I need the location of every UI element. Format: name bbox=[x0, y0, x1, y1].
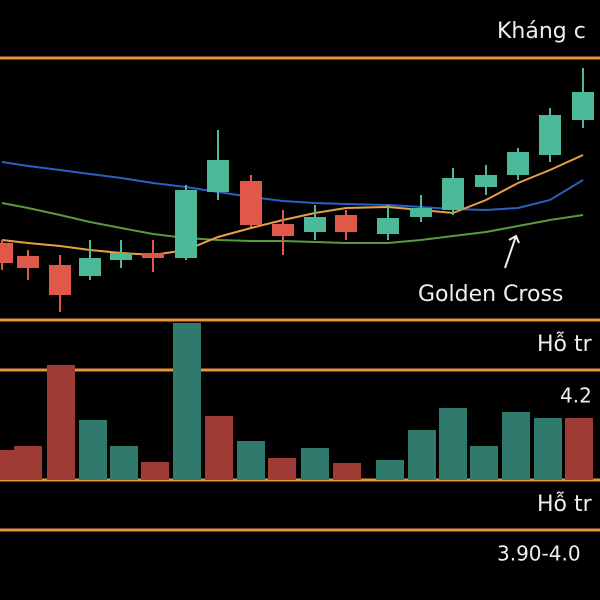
volume-bar bbox=[79, 420, 107, 480]
annotation: Hỗ tr bbox=[537, 491, 593, 517]
candle-body bbox=[207, 160, 229, 192]
candle-body bbox=[240, 181, 262, 225]
volume-bar bbox=[47, 365, 75, 480]
volume-bar bbox=[14, 446, 42, 480]
arrow bbox=[504, 234, 520, 269]
candle-body bbox=[272, 224, 294, 236]
volume-bar bbox=[237, 441, 265, 480]
volume-bar bbox=[301, 448, 329, 480]
candle-body bbox=[0, 243, 13, 263]
annotation: Kháng c bbox=[497, 19, 586, 44]
candle-body bbox=[507, 152, 529, 175]
volume-bar bbox=[141, 462, 169, 480]
candle-body bbox=[142, 253, 164, 258]
volume-bar bbox=[502, 412, 530, 480]
candle-body bbox=[442, 178, 464, 210]
candle-body bbox=[79, 258, 101, 276]
annotation: Golden Cross bbox=[418, 282, 563, 307]
moving-average bbox=[1, 161, 584, 212]
volume-bar bbox=[565, 418, 593, 480]
candle-body bbox=[410, 208, 432, 217]
volume-bar bbox=[534, 418, 562, 480]
volume-bar bbox=[110, 446, 138, 480]
volume-bar bbox=[333, 463, 361, 480]
annotation: Hỗ tr bbox=[537, 331, 593, 357]
volume-bar bbox=[408, 430, 436, 480]
volume-bar bbox=[268, 458, 296, 480]
candle-body bbox=[110, 253, 132, 260]
candle-body bbox=[49, 265, 71, 295]
candle-body bbox=[335, 215, 357, 232]
candle-body bbox=[17, 256, 39, 268]
candle-body bbox=[539, 115, 561, 155]
candle-body bbox=[175, 190, 197, 258]
candle-body bbox=[377, 218, 399, 234]
annotation: 4.2 bbox=[560, 384, 592, 408]
candle-body bbox=[475, 175, 497, 187]
candle-body bbox=[572, 92, 594, 120]
volume-bar bbox=[376, 460, 404, 480]
volume-bar bbox=[439, 408, 467, 480]
volume-bar bbox=[470, 446, 498, 480]
volume-bar bbox=[173, 323, 201, 480]
annotation: 3.90-4.0 bbox=[497, 542, 581, 566]
candle-body bbox=[304, 217, 326, 232]
volume-bar bbox=[205, 416, 233, 480]
